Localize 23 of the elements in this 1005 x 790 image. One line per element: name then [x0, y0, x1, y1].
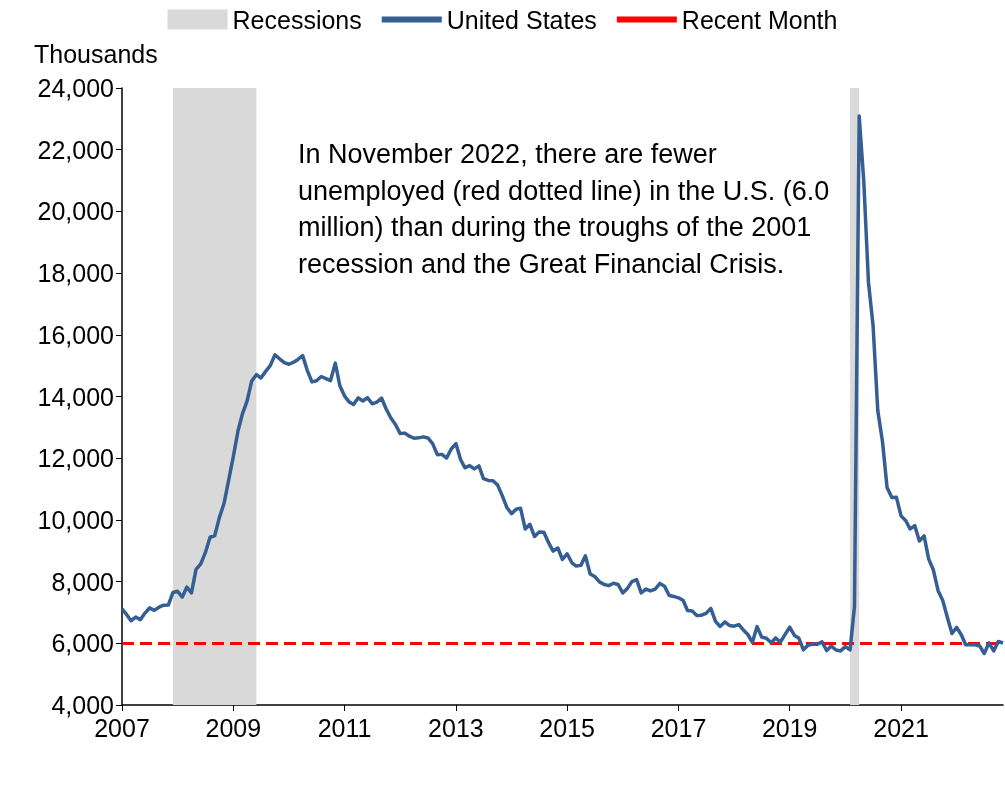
legend-label: Recent Month	[681, 5, 838, 34]
line-series	[120, 114, 1005, 656]
x-tick-label: 2019	[761, 713, 818, 742]
y-tick-label: 18,000	[37, 259, 114, 288]
y-tick-label: 24,000	[37, 74, 114, 102]
y-tick-label: 22,000	[37, 135, 114, 164]
y-tick-label: 20,000	[37, 197, 114, 226]
y-tick-label: 10,000	[37, 505, 114, 534]
x-tick-label: 2011	[317, 713, 372, 742]
y-tick-label: 14,000	[37, 382, 114, 411]
x-tick-label: 2009	[205, 713, 262, 742]
y-tick-label: 16,000	[37, 320, 114, 349]
y-tick-label: 8,000	[51, 567, 114, 596]
x-tick-label: 2017	[650, 713, 707, 742]
x-tick-label: 2013	[428, 713, 484, 742]
y-tick-label: 12,000	[37, 444, 114, 473]
y-axis-title: Thousands	[34, 39, 158, 68]
annotation: In November 2022, there are fewer unemployed (red dotted line) in the U.S. (6.0 million) than during the troughs of the 2001 recession and the Great Financial Crisis.	[298, 138, 831, 281]
x-tick-label: 2015	[539, 713, 595, 742]
x-tick-label: 2021	[873, 713, 929, 742]
legend-label: United States	[446, 5, 597, 34]
legend-label: Recessions	[232, 5, 362, 34]
y-tick-label: 6,000	[51, 629, 114, 658]
